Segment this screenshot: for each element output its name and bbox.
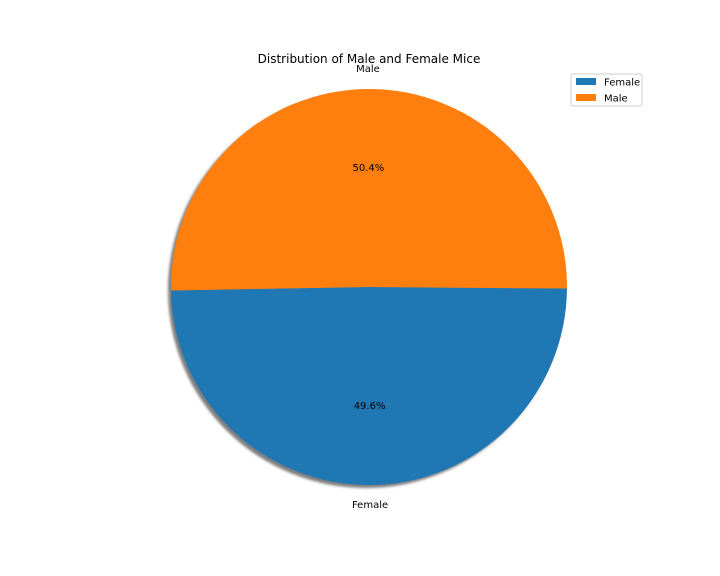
slice-percent-male: 50.4%: [353, 163, 385, 174]
slice-label-male: Male: [356, 64, 380, 75]
legend-entry-female: Female: [576, 78, 640, 89]
slice-label-female: Female: [352, 500, 388, 511]
pie-slices: [170, 88, 567, 485]
legend-swatch-male: [576, 94, 596, 101]
legend-label-male: Male: [604, 94, 628, 105]
chart-title: Distribution of Male and Female Mice: [258, 52, 481, 66]
legend-swatch-female: [576, 78, 596, 85]
legend-label-female: Female: [604, 78, 640, 89]
legend-entry-male: Male: [576, 94, 628, 105]
legend: Female Male: [570, 73, 643, 107]
pie-slice-male: [170, 88, 567, 291]
pie-labels: Female 49.6% Male 50.4%: [352, 64, 388, 511]
pie-slice-female: [171, 287, 567, 485]
slice-percent-female: 49.6%: [354, 401, 386, 412]
